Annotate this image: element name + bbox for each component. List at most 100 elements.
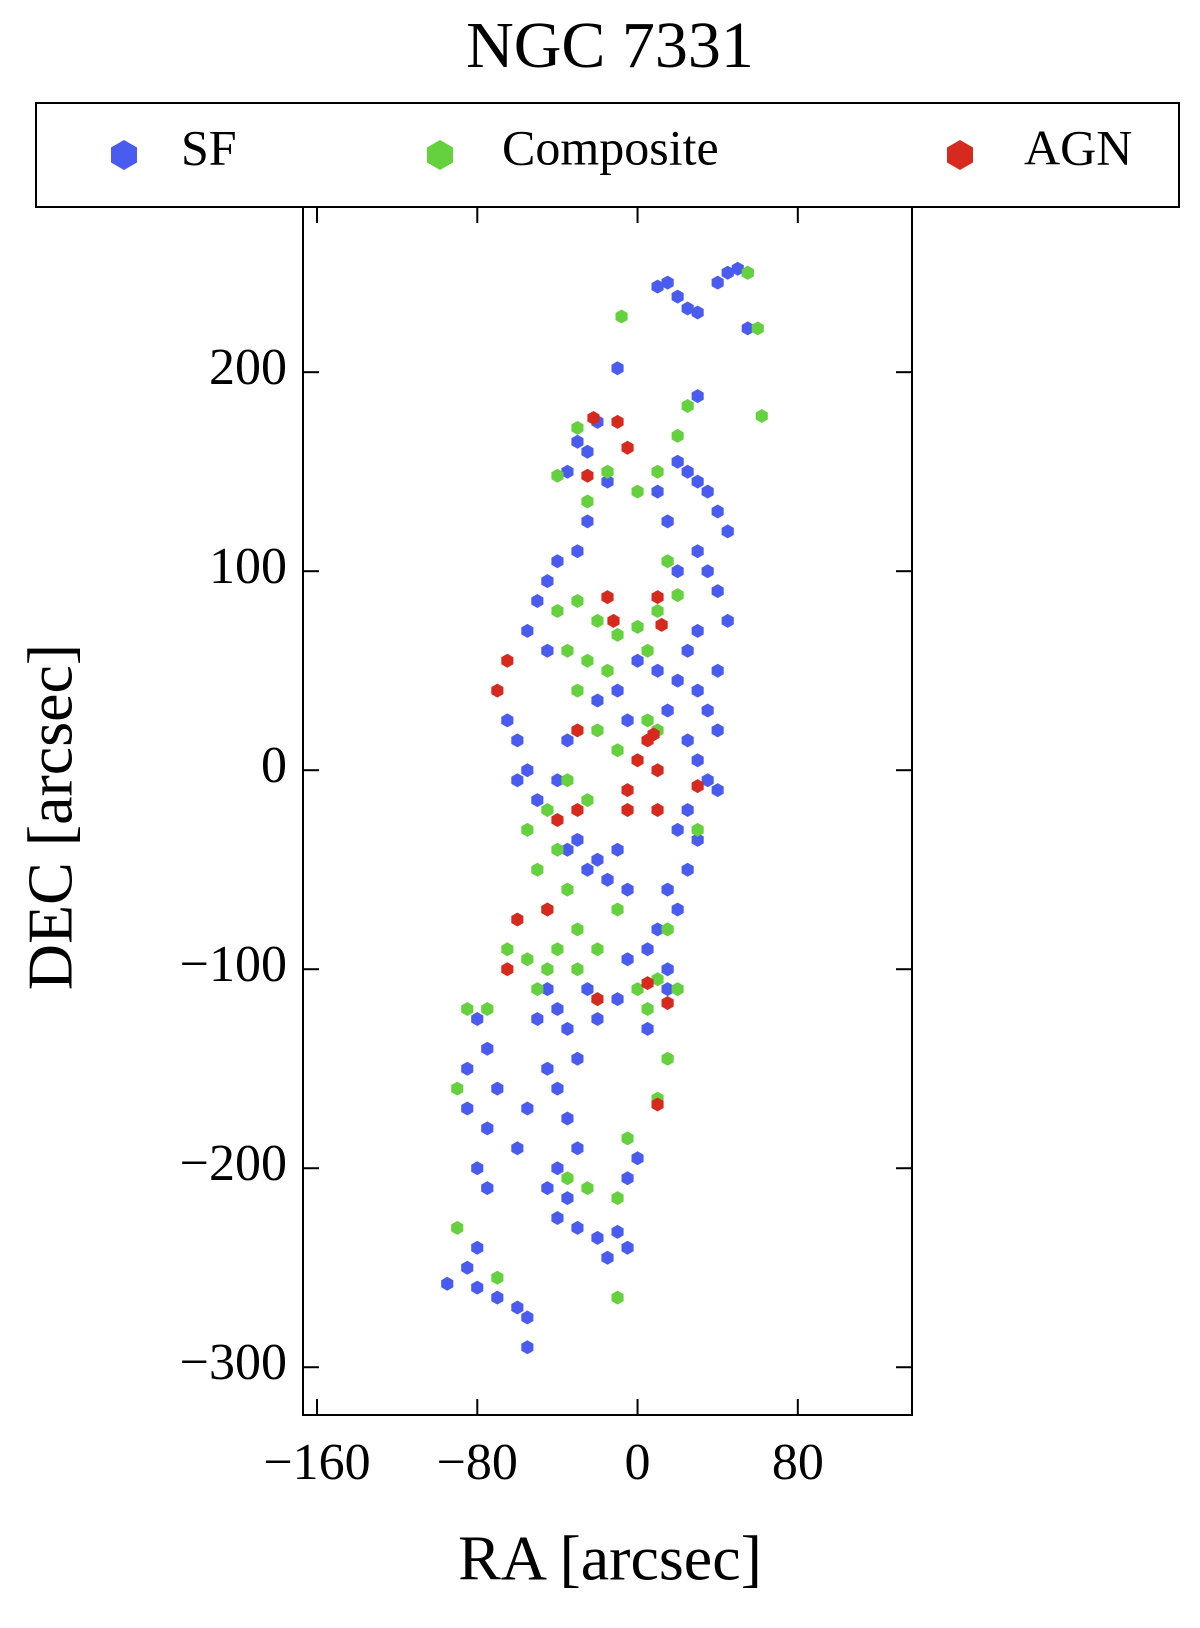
data-point (601, 663, 614, 678)
data-point (631, 1151, 644, 1166)
data-point (601, 474, 614, 489)
data-point (541, 803, 554, 817)
data-point (571, 594, 584, 608)
data-point (691, 305, 704, 320)
data-point (581, 468, 594, 483)
data-point (481, 1041, 494, 1056)
data-point (511, 1300, 524, 1315)
data-point (571, 962, 584, 977)
data-point (461, 1061, 474, 1076)
legend-box (35, 102, 1180, 208)
legend-marker (947, 140, 973, 170)
data-point (661, 514, 674, 529)
data-point (691, 389, 704, 404)
data-point (531, 793, 544, 808)
data-point (561, 842, 574, 857)
data-point (741, 321, 754, 336)
data-point (671, 673, 684, 688)
data-point (701, 773, 714, 788)
data-point (511, 912, 524, 927)
data-point (551, 1211, 564, 1225)
data-point (491, 1081, 504, 1096)
data-point (711, 275, 724, 290)
data-point (651, 604, 664, 618)
data-point (621, 1131, 634, 1146)
data-point (541, 1181, 554, 1196)
data-point (671, 428, 684, 443)
data-point (671, 982, 684, 997)
data-point (521, 623, 534, 638)
data-point (591, 693, 604, 708)
data-point (531, 1012, 544, 1026)
data-point (621, 1171, 634, 1186)
data-point (671, 564, 684, 579)
data-point (551, 942, 564, 957)
data-point (541, 982, 554, 997)
data-point (651, 1097, 664, 1112)
data-point (551, 604, 564, 618)
data-point (691, 544, 704, 559)
data-point (641, 1021, 654, 1036)
data-point (741, 265, 754, 280)
data-point (651, 922, 664, 937)
data-point (641, 713, 654, 728)
x-axis-label: RA [arcsec] (458, 1523, 762, 1594)
data-point (681, 643, 694, 658)
axes-frame (302, 206, 913, 1416)
data-point (591, 1012, 604, 1026)
data-point (591, 992, 604, 1007)
data-point (611, 361, 624, 376)
data-point (541, 962, 554, 977)
data-point (591, 942, 604, 957)
data-point (691, 779, 704, 794)
y-tick-label: −200 (180, 1135, 287, 1192)
data-point (521, 1340, 534, 1355)
data-point (571, 420, 584, 435)
data-point (661, 554, 674, 569)
data-point (561, 643, 574, 658)
data-point (661, 962, 674, 977)
data-point (551, 1081, 564, 1096)
data-point (711, 663, 724, 678)
data-point (681, 862, 694, 877)
data-point (571, 544, 584, 559)
data-point (521, 822, 534, 837)
data-point (691, 474, 704, 489)
data-point (501, 653, 514, 668)
data-point (755, 409, 768, 423)
data-point (571, 803, 584, 817)
data-point (571, 1051, 584, 1066)
legend-marker (111, 140, 137, 170)
data-point (681, 803, 694, 817)
data-point (711, 504, 724, 519)
data-point (581, 494, 594, 509)
data-point (461, 1002, 474, 1016)
data-point (621, 952, 634, 967)
data-point (671, 588, 684, 603)
data-point (571, 1220, 584, 1235)
data-point (611, 992, 624, 1007)
data-point (551, 813, 564, 827)
data-point (691, 822, 704, 837)
data-point (601, 590, 614, 605)
chart-title: NGC 7331 (466, 9, 754, 82)
data-point (611, 414, 624, 429)
data-point (711, 584, 724, 599)
x-tick-label: −80 (437, 1434, 518, 1491)
data-point (661, 996, 674, 1010)
data-point (621, 713, 634, 728)
x-tick-label: 0 (625, 1434, 651, 1491)
data-point (581, 444, 594, 459)
data-point (631, 619, 644, 634)
plot-area: −160 −80 0 80 −300 −200 −100 0 100 200 (180, 206, 913, 1491)
data-point (541, 643, 554, 658)
data-point (731, 261, 744, 276)
data-point (611, 627, 624, 642)
data-point (561, 464, 574, 479)
data-point (651, 464, 664, 479)
points (441, 261, 768, 1355)
y-tick-label: −300 (180, 1334, 287, 1391)
data-point (671, 289, 684, 304)
data-point (621, 783, 634, 798)
data-point (691, 832, 704, 847)
